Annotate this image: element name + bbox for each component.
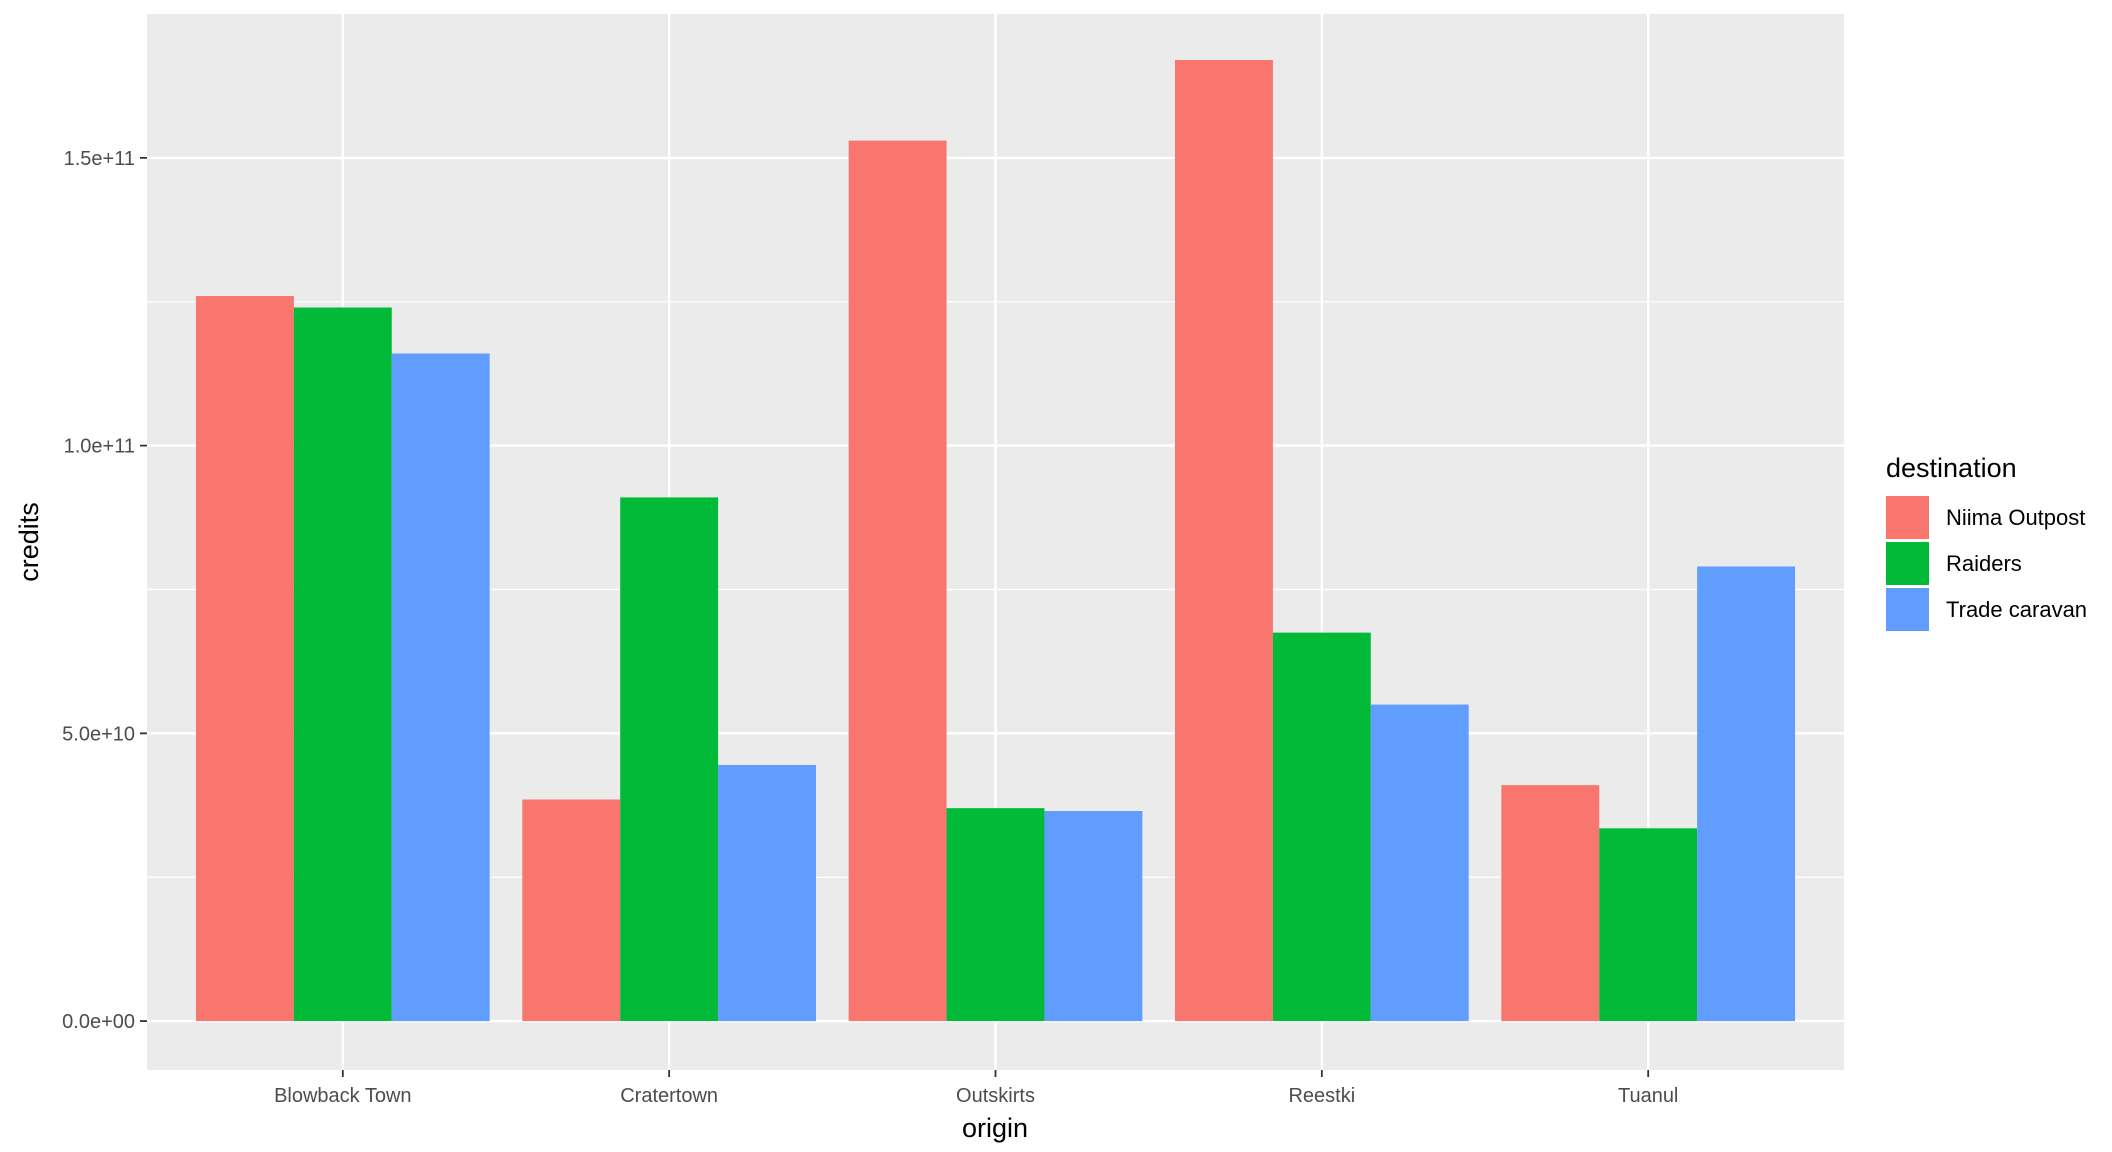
bar [1174, 60, 1273, 1022]
bar [1599, 828, 1698, 1022]
bar [1370, 704, 1469, 1022]
bar [293, 307, 392, 1022]
bar [718, 764, 817, 1022]
bar [1697, 566, 1796, 1022]
bar [391, 353, 490, 1022]
bar [1044, 811, 1143, 1022]
bar [620, 497, 719, 1022]
bar [946, 808, 1045, 1022]
y-tick-label: 1.5e+11 [64, 148, 135, 170]
bar [1501, 785, 1600, 1022]
legend-key [1886, 496, 1929, 539]
bar [522, 799, 621, 1022]
bar [1272, 632, 1371, 1022]
bar [848, 140, 947, 1022]
bars [195, 60, 1796, 1022]
y-tick-label: 5.0e+10 [62, 723, 135, 745]
x-tick-label: Tuanul [1618, 1085, 1678, 1107]
x-tick-label: Blowback Town [274, 1085, 411, 1107]
bar [195, 295, 294, 1022]
legend-key [1886, 588, 1929, 631]
legend-label: Raiders [1946, 551, 2022, 576]
legend-label: Niima Outpost [1946, 505, 2085, 530]
legend-title: destination [1886, 453, 2017, 483]
y-axis-title: credits [14, 502, 44, 582]
x-axis: Blowback Town Cratertown Outskirts Reestki T… [274, 1070, 1678, 1107]
legend-label: Trade caravan [1946, 597, 2087, 622]
x-tick-label: Reestki [1288, 1085, 1355, 1107]
legend: destination Niima Outpost Raiders Trade ca… [1886, 453, 2087, 631]
y-tick-label: 0.0e+00 [62, 1011, 135, 1033]
legend-key [1886, 542, 1929, 585]
y-axis: 0.0e+00 5.0e+10 1.0e+11 1.5e+11 [62, 148, 147, 1033]
x-tick-label: Outskirts [956, 1085, 1035, 1107]
x-tick-label: Cratertown [620, 1085, 718, 1107]
y-tick-label: 1.0e+11 [64, 436, 135, 458]
x-axis-title: origin [962, 1113, 1028, 1143]
